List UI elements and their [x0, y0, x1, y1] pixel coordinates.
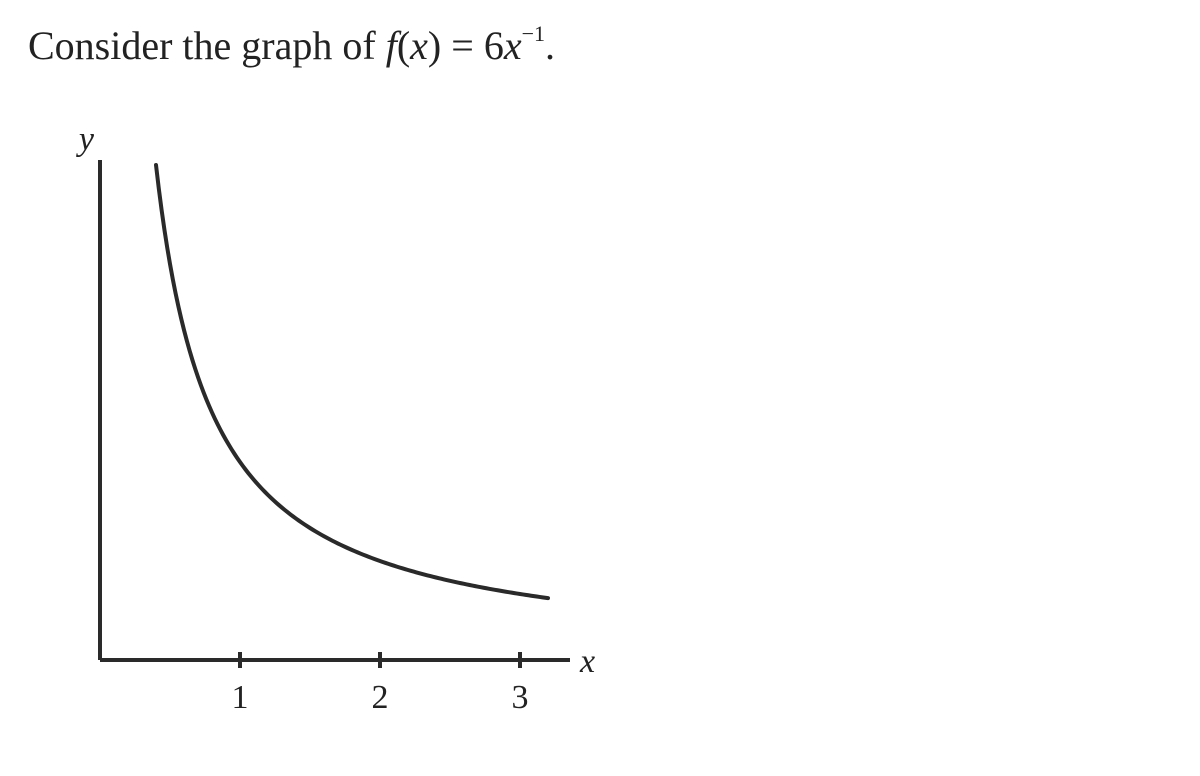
curve — [156, 165, 548, 598]
function-name: f — [386, 23, 397, 68]
prompt-text: Consider the graph of f(x) = 6x−1. — [28, 22, 555, 69]
x-tick-label: 3 — [512, 679, 529, 716]
prompt-suffix: . — [545, 23, 555, 68]
x-tick-label: 2 — [372, 679, 389, 716]
equals: = — [451, 23, 484, 68]
rhs-exp: −1 — [522, 21, 545, 46]
chart-svg: 1 2 3 x y — [40, 120, 640, 740]
x-tick-label: 1 — [232, 679, 249, 716]
close-paren: ) — [428, 23, 441, 68]
prompt-prefix: Consider the graph of — [28, 23, 386, 68]
rhs-var: x — [504, 23, 522, 68]
open-paren: ( — [397, 23, 410, 68]
chart: 1 2 3 x y — [40, 120, 640, 745]
rhs-coeff: 6 — [484, 23, 504, 68]
x-axis-label: x — [579, 643, 595, 680]
function-var: x — [410, 23, 428, 68]
y-axis-label: y — [76, 121, 95, 158]
